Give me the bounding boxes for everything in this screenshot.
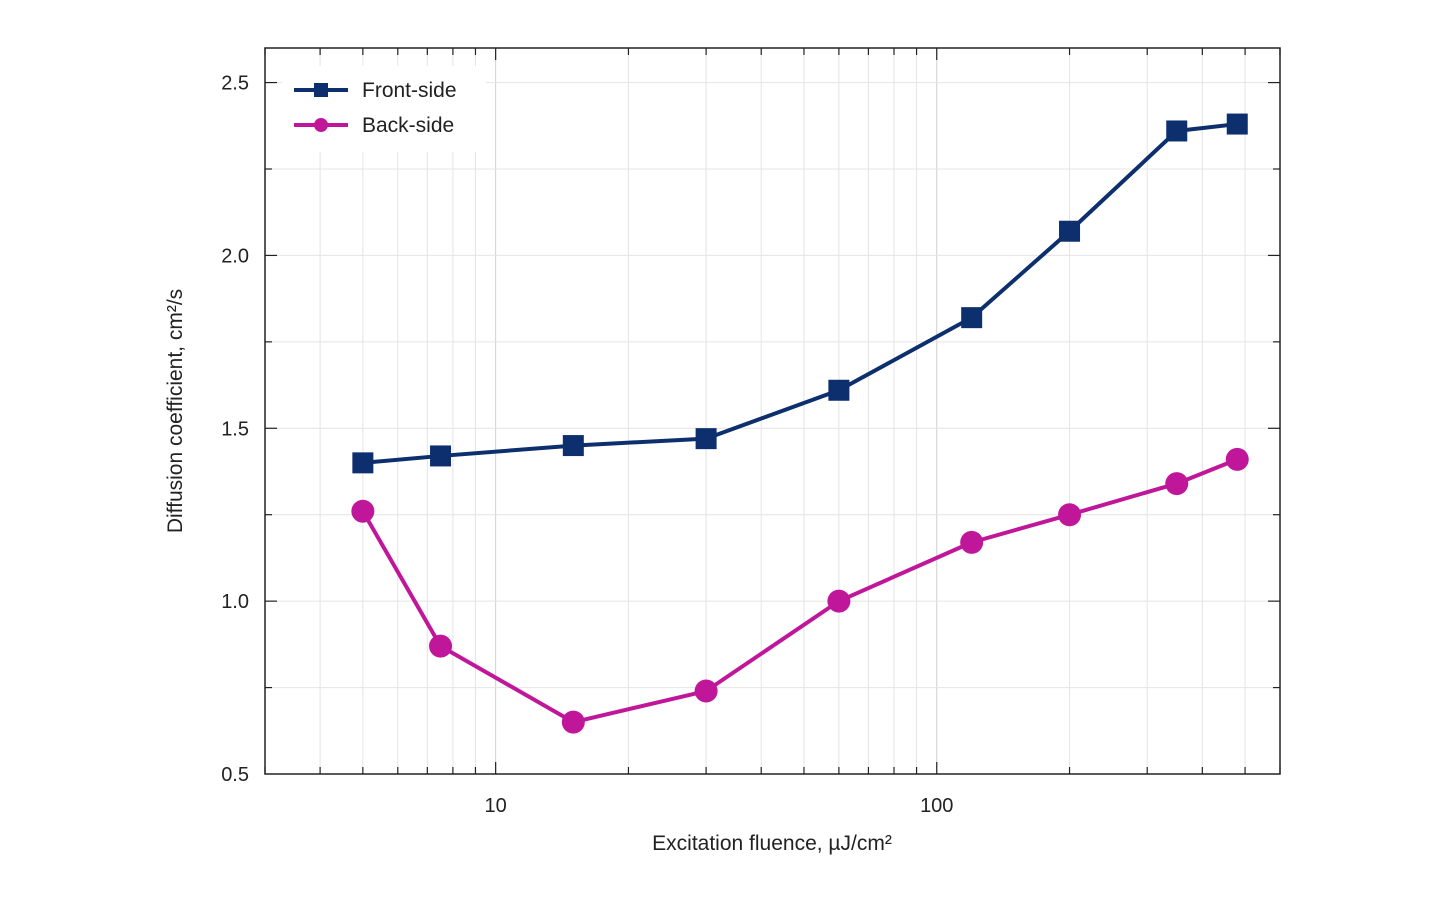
data-point-back-side bbox=[429, 634, 453, 658]
series-line-front-side bbox=[362, 122, 1238, 465]
y-tick-label: 0.5 bbox=[221, 764, 249, 786]
data-point-front-side bbox=[961, 307, 983, 329]
series bbox=[351, 113, 1249, 734]
data-point-back-side bbox=[1225, 447, 1249, 471]
ticks: 10 100 0.5 1.0 1.5 2.0 2.5 bbox=[221, 48, 1281, 817]
y-tick-label: 1.5 bbox=[221, 418, 249, 440]
data-point-back-side bbox=[1165, 472, 1189, 496]
grid bbox=[264, 48, 1281, 774]
data-point-front-side bbox=[828, 379, 850, 401]
plot-frame bbox=[264, 47, 1281, 775]
data-point-front-side bbox=[1166, 120, 1188, 142]
data-point-front-side bbox=[430, 445, 452, 467]
series-line-back-side bbox=[361, 457, 1238, 725]
x-tick-label: 100 bbox=[920, 795, 953, 817]
data-point-front-side bbox=[1226, 113, 1248, 135]
y-axis-title: Diffusion coefficient, cm²/s bbox=[164, 289, 187, 533]
data-point-back-side bbox=[960, 530, 984, 554]
x-tick-label: 10 bbox=[485, 795, 507, 817]
x-axis-title: Excitation fluence, µJ/cm² bbox=[652, 832, 892, 855]
legend-marker-square bbox=[314, 83, 328, 97]
data-point-back-side bbox=[827, 589, 851, 613]
data-point-front-side bbox=[352, 452, 374, 474]
y-tick-label: 2.0 bbox=[221, 245, 249, 267]
data-point-back-side bbox=[561, 710, 585, 734]
data-point-front-side bbox=[1059, 220, 1081, 242]
legend-background bbox=[282, 66, 486, 152]
data-point-back-side bbox=[1058, 503, 1082, 527]
data-point-back-side bbox=[694, 679, 718, 703]
data-point-front-side bbox=[695, 428, 717, 450]
legend-marker-circle bbox=[314, 118, 328, 132]
y-tick-label: 1.0 bbox=[221, 591, 249, 613]
y-tick-label: 2.5 bbox=[221, 73, 249, 95]
legend: Front-side Back-side bbox=[282, 66, 486, 152]
legend-label-back-side: Back-side bbox=[362, 114, 454, 137]
data-point-front-side bbox=[562, 435, 584, 457]
data-point-back-side bbox=[351, 499, 375, 523]
legend-label-front-side: Front-side bbox=[362, 79, 457, 102]
